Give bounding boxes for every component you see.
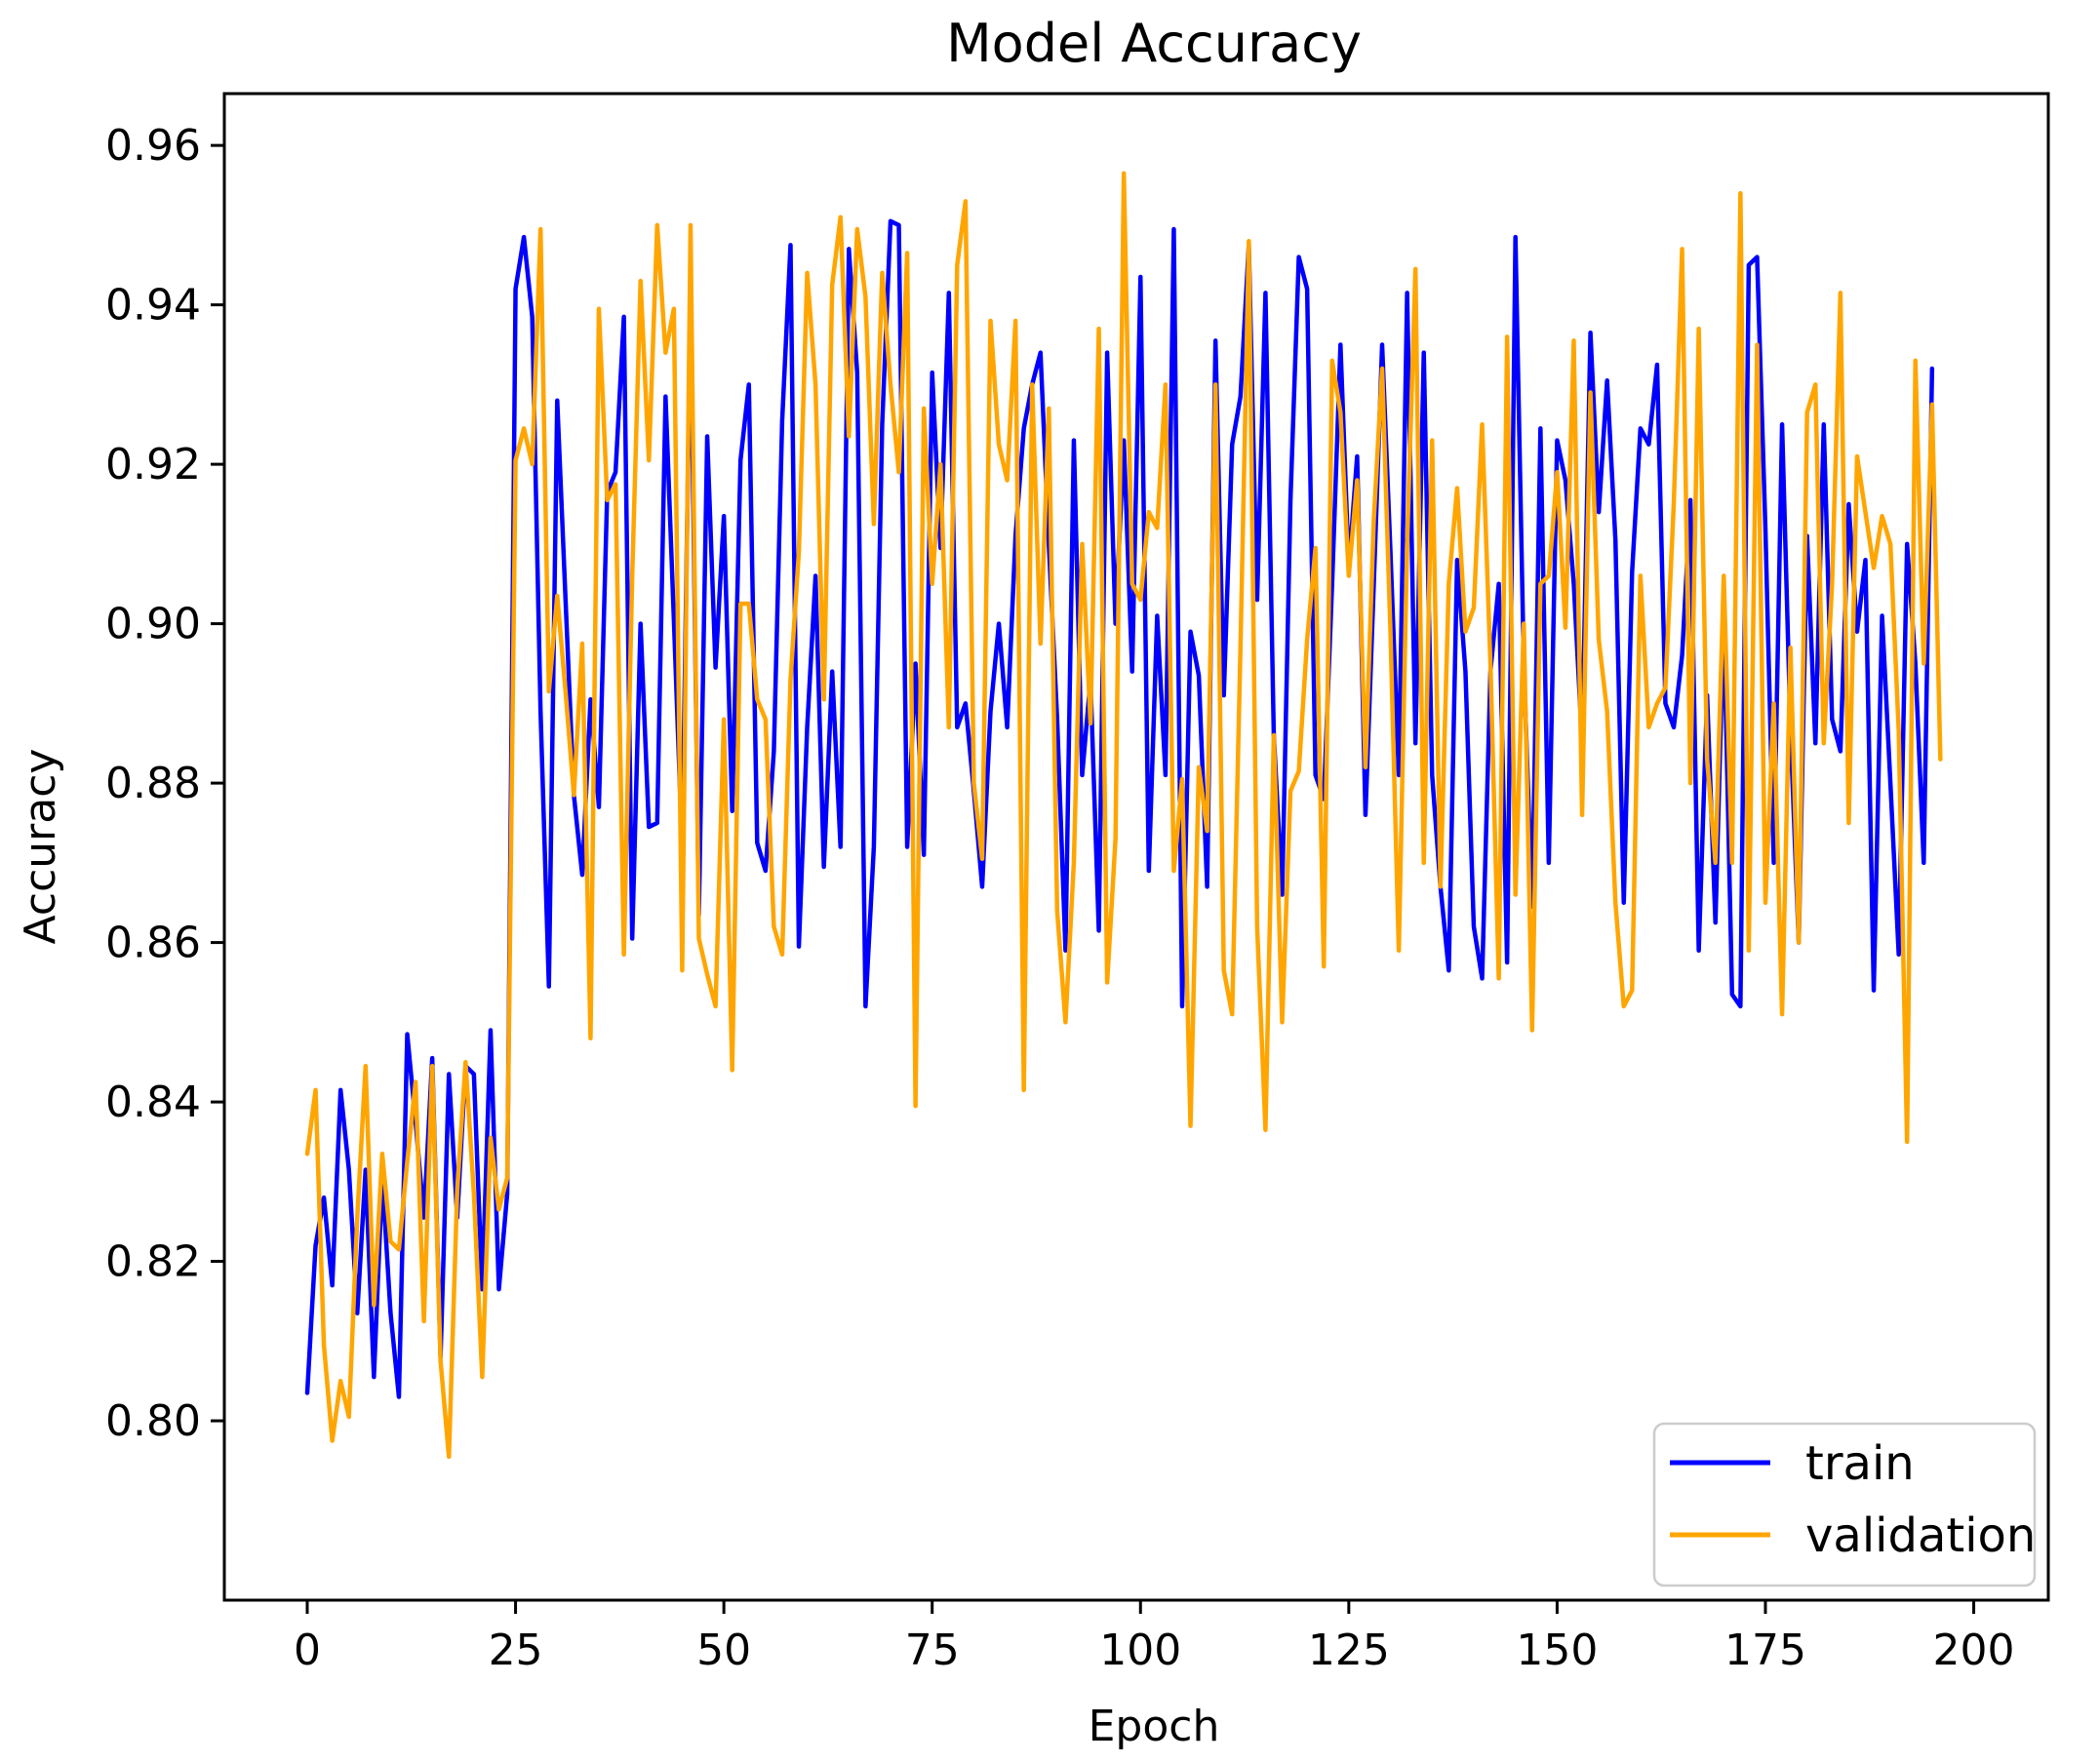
x-tick-label: 175	[1724, 1626, 1806, 1675]
x-tick-label: 0	[294, 1626, 321, 1675]
x-tick-label: 200	[1933, 1626, 2015, 1675]
y-axis-ticks: 0.80 0.82 0.84 0.86 0.88 0.90 0.92 0.94 0.96	[105, 121, 224, 1446]
x-axis-label: Epoch	[1089, 1702, 1220, 1751]
x-tick-label: 150	[1516, 1626, 1598, 1675]
x-axis-ticks: 0 25 50 75 100 125 150 175 200	[294, 1600, 2015, 1675]
legend-label-train: train	[1805, 1436, 1915, 1491]
y-tick-label: 0.88	[105, 759, 201, 808]
x-tick-label: 75	[905, 1626, 960, 1675]
x-tick-label: 25	[489, 1626, 543, 1675]
x-tick-label: 100	[1099, 1626, 1181, 1675]
y-tick-label: 0.80	[105, 1396, 201, 1446]
x-tick-label: 125	[1308, 1626, 1390, 1675]
chart-title: Model Accuracy	[946, 13, 1362, 74]
legend-label-validation: validation	[1805, 1508, 2036, 1563]
y-tick-label: 0.84	[105, 1077, 201, 1127]
y-tick-label: 0.92	[105, 440, 201, 490]
series-line-validation	[304, 171, 1943, 1460]
x-tick-label: 50	[696, 1626, 751, 1675]
y-tick-label: 0.86	[105, 919, 201, 968]
y-tick-label: 0.82	[105, 1237, 201, 1287]
plot-frame	[222, 92, 2050, 1602]
y-tick-label: 0.90	[105, 600, 201, 649]
y-tick-label: 0.94	[105, 281, 201, 331]
series-layer	[304, 171, 1943, 1460]
y-axis-label: Accuracy	[16, 749, 65, 945]
y-tick-label: 0.96	[105, 121, 201, 171]
legend: train validation	[1652, 1422, 2036, 1587]
